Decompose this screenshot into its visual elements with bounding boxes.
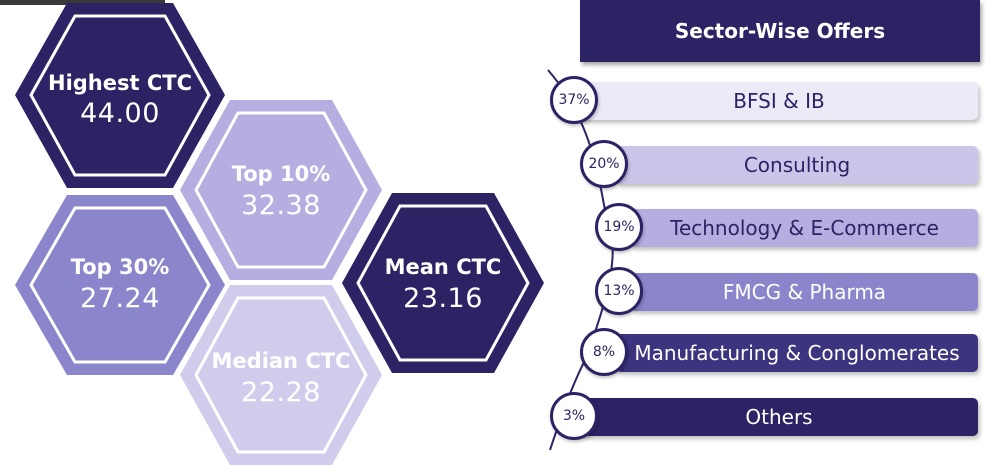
stat-hex-top-10: Top 10% 32.38 — [180, 100, 382, 280]
sector-pct-circle: 20% — [580, 140, 628, 188]
sector-pct-circle: 3% — [550, 392, 598, 440]
sector-pct-circle: 8% — [580, 328, 628, 376]
sector-name: Manufacturing & Conglomerates — [634, 341, 960, 365]
hexagon-shape — [180, 285, 382, 465]
stat-value: 44.00 — [80, 98, 160, 129]
stat-label: Median CTC — [211, 349, 351, 373]
sector-bar: Others — [580, 398, 978, 436]
stat-hex-highest-ctc: Highest CTC 44.00 — [15, 3, 225, 188]
stat-label: Mean CTC — [384, 255, 502, 279]
sector-pct-circle: 19% — [595, 203, 643, 251]
stat-value: 27.24 — [80, 283, 160, 314]
sector-name: Technology & E-Commerce — [670, 216, 939, 240]
sector-row-manufacturing: Manufacturing & Conglomerates 8% — [580, 328, 980, 376]
sector-name: FMCG & Pharma — [722, 280, 887, 304]
stat-hex-mean-ctc: Mean CTC 23.16 — [342, 193, 544, 373]
stat-value: 32.38 — [241, 190, 321, 221]
sector-bar: Technology & E-Commerce — [631, 209, 978, 247]
sector-pct-circle: 13% — [595, 267, 643, 315]
sector-bar: BFSI & IB — [580, 82, 978, 120]
hexagon-shape — [180, 100, 382, 280]
sector-bar: FMCG & Pharma — [631, 273, 978, 311]
sector-row-bfsi: BFSI & IB 37% — [550, 76, 980, 124]
sector-row-technology: Technology & E-Commerce 19% — [595, 203, 980, 251]
stat-value: 23.16 — [403, 283, 483, 314]
sector-pct-circle: 37% — [550, 76, 598, 124]
sector-bar: Consulting — [616, 146, 978, 184]
sector-title: Sector-Wise Offers — [580, 0, 980, 62]
sector-name: BFSI & IB — [733, 89, 825, 113]
stat-hex-top-30: Top 30% 27.24 — [15, 195, 225, 375]
stat-value: 22.28 — [241, 377, 321, 408]
stat-label: Top 10% — [231, 162, 331, 186]
hexagon-shape — [15, 195, 225, 375]
hexagon-shape — [342, 193, 544, 373]
sector-bar: Manufacturing & Conglomerates — [616, 334, 978, 372]
top-strip — [0, 0, 165, 5]
stat-label: Highest CTC — [48, 71, 192, 95]
sector-row-fmcg: FMCG & Pharma 13% — [595, 267, 980, 315]
sector-row-others: Others 3% — [550, 392, 980, 440]
hexagon-shape — [15, 3, 225, 188]
sector-name: Others — [745, 405, 813, 429]
sector-row-consulting: Consulting 20% — [580, 140, 980, 188]
stat-label: Top 30% — [70, 255, 170, 279]
stat-hex-median-ctc: Median CTC 22.28 — [180, 285, 382, 465]
sector-name: Consulting — [743, 153, 851, 177]
